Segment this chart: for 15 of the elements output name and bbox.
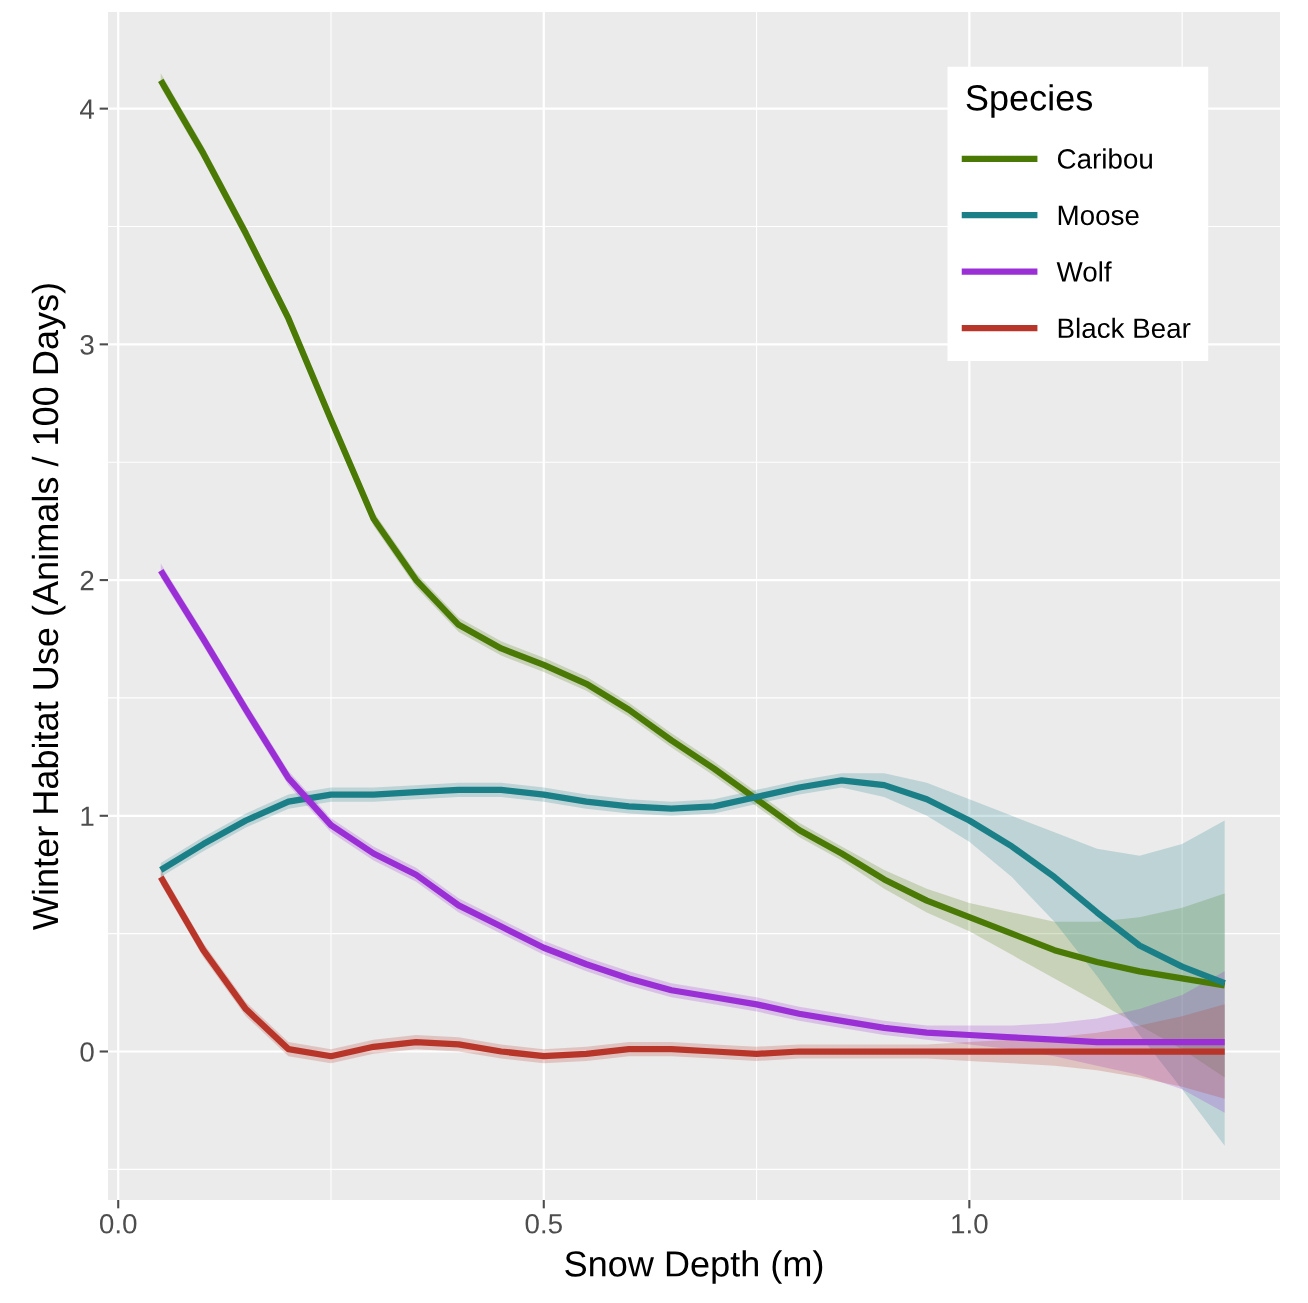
x-tick-label: 0.0 — [99, 1213, 137, 1234]
x-axis-title: Snow Depth (m) — [565, 1250, 823, 1284]
legend-title: Species — [966, 84, 1093, 118]
y-tick-label: 0 — [80, 1042, 94, 1062]
legend-label: Moose — [1058, 205, 1139, 226]
y-tick-label: 2 — [80, 570, 94, 591]
legend-label: Caribou — [1057, 148, 1152, 169]
x-tick-label: 1.0 — [952, 1213, 988, 1234]
y-tick-label: 1 — [81, 806, 94, 826]
y-tick-label: 4 — [80, 99, 94, 119]
y-axis-title: Winter Habitat Use (Animals / 100 Days) — [31, 284, 66, 930]
legend-label: Black Bear — [1058, 317, 1191, 339]
x-tick-label: 0.5 — [525, 1213, 562, 1234]
legend-label: Wolf — [1056, 261, 1112, 282]
y-tick-label: 3 — [80, 335, 94, 355]
